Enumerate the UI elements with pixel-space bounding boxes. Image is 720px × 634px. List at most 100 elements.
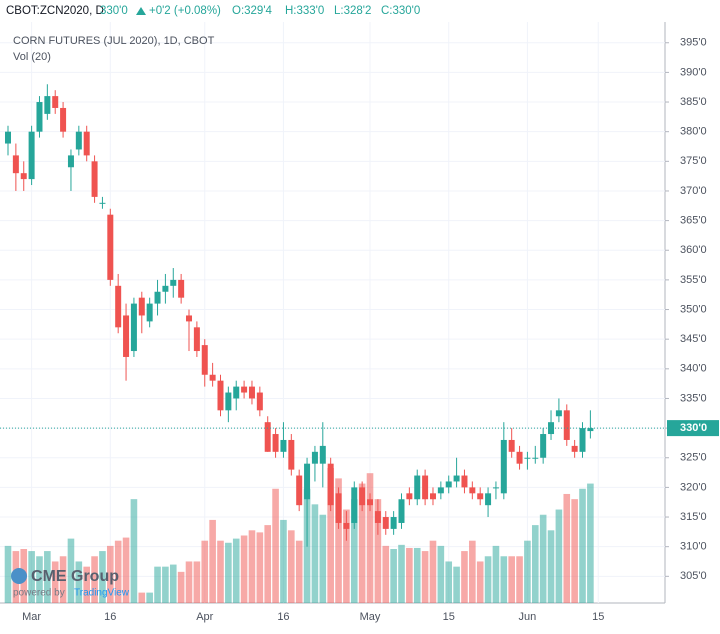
- volume-bar: [177, 571, 185, 603]
- volume-bar: [382, 545, 390, 603]
- candle-body: [130, 303, 137, 352]
- volume-bar: [587, 483, 594, 603]
- volume-bar: [469, 540, 476, 603]
- candle-body: [52, 96, 59, 108]
- y-tick-label: 385'0: [680, 96, 707, 108]
- volume-label: Vol (20): [13, 51, 51, 63]
- candle-body: [335, 493, 342, 523]
- candle-body: [217, 380, 224, 411]
- candle-body: [146, 303, 153, 322]
- candle-body: [492, 487, 499, 489]
- candle-body: [461, 475, 468, 488]
- candle-body: [28, 131, 35, 180]
- y-tick-label: 355'0: [680, 274, 707, 286]
- volume-bar: [524, 540, 531, 603]
- volume-bar: [288, 530, 295, 603]
- volume-bar: [374, 499, 382, 603]
- candle-body: [563, 410, 570, 440]
- chart-title: CORN FUTURES (JUL 2020), 1D, CBOT: [13, 35, 215, 47]
- logo-brand: CME Group: [31, 568, 119, 585]
- y-tick-label: 390'0: [680, 66, 707, 78]
- candle-body: [186, 315, 193, 322]
- candle-body: [75, 131, 82, 150]
- candle-body: [540, 434, 547, 458]
- candle-body: [508, 439, 515, 452]
- y-tick-label: 345'0: [680, 333, 707, 345]
- last-price-label: 330'0: [680, 422, 707, 434]
- candle-body: [178, 279, 185, 298]
- candle-body: [225, 392, 232, 411]
- volume-bar: [130, 499, 138, 603]
- y-tick-label: 395'0: [680, 37, 707, 49]
- volume-bar: [429, 540, 437, 603]
- candle-body: [555, 410, 562, 417]
- candle-body: [571, 445, 578, 452]
- volume-bar: [406, 547, 413, 603]
- candle-body: [398, 499, 405, 523]
- y-tick-label: 325'0: [680, 452, 707, 464]
- candle-body: [154, 291, 161, 304]
- volume-bar: [264, 525, 272, 603]
- candle-body: [311, 451, 318, 464]
- volume-bar: [146, 592, 153, 603]
- volume-bar: [563, 493, 571, 603]
- logo: CME Group powered by TradingView: [11, 568, 130, 599]
- volume-bar: [398, 544, 405, 603]
- volume-bar: [508, 556, 515, 603]
- candle-body: [233, 386, 240, 399]
- candle-body: [477, 493, 484, 500]
- volume-bar: [240, 535, 248, 603]
- candle-body: [532, 457, 539, 459]
- volume-bar: [311, 504, 319, 603]
- volume-bar: [122, 537, 130, 603]
- candle-body: [406, 493, 413, 500]
- header-close: C:330'0: [381, 5, 420, 17]
- last-price-box: [667, 420, 719, 437]
- x-tick-label: 15: [592, 611, 604, 623]
- logo-powered: powered by: [13, 588, 65, 599]
- candle-body: [429, 493, 436, 500]
- volume-bar: [547, 530, 555, 603]
- volume-bar: [99, 551, 106, 603]
- volume-bar: [4, 545, 12, 603]
- volume-bar: [217, 540, 224, 603]
- candle-body: [485, 493, 492, 506]
- volume-bar: [516, 556, 523, 603]
- candle-body: [469, 487, 476, 494]
- candle-body: [453, 475, 460, 482]
- candle-body: [304, 463, 311, 500]
- x-tick-label: 16: [277, 611, 289, 623]
- volume-bar: [154, 566, 161, 603]
- candle-body: [414, 475, 421, 500]
- volume-bar: [492, 545, 500, 603]
- volume-bar: [413, 547, 421, 603]
- volume-bar: [571, 499, 578, 603]
- y-tick-label: 365'0: [680, 215, 707, 227]
- volume-bar: [232, 538, 240, 603]
- x-tick-label: Jun: [519, 611, 537, 623]
- candle-body: [296, 475, 303, 506]
- candle-body: [327, 463, 334, 506]
- volume-bar: [555, 509, 563, 603]
- volume-bar: [437, 545, 445, 603]
- candle-body: [209, 374, 216, 381]
- y-tick-label: 320'0: [680, 481, 707, 493]
- candle-body: [264, 422, 271, 452]
- volume-bar: [169, 564, 177, 603]
- logo-globe: [11, 568, 27, 584]
- volume-bar: [36, 556, 43, 603]
- header-change: +0'2 (+0.08%): [149, 5, 221, 17]
- x-tick-label: Mar: [22, 611, 41, 623]
- volume-bar: [75, 561, 83, 603]
- volume-bar: [256, 532, 264, 603]
- candle-body: [83, 131, 90, 156]
- up-arrow: [136, 7, 146, 15]
- volume-bar: [138, 592, 146, 603]
- candle-body: [359, 487, 366, 506]
- y-tick-label: 310'0: [680, 541, 707, 553]
- candle-body: [548, 422, 555, 435]
- candle-body: [445, 481, 452, 488]
- header-low: L:328'2: [334, 5, 371, 17]
- candle-body: [280, 439, 287, 452]
- volume-bar: [67, 538, 75, 603]
